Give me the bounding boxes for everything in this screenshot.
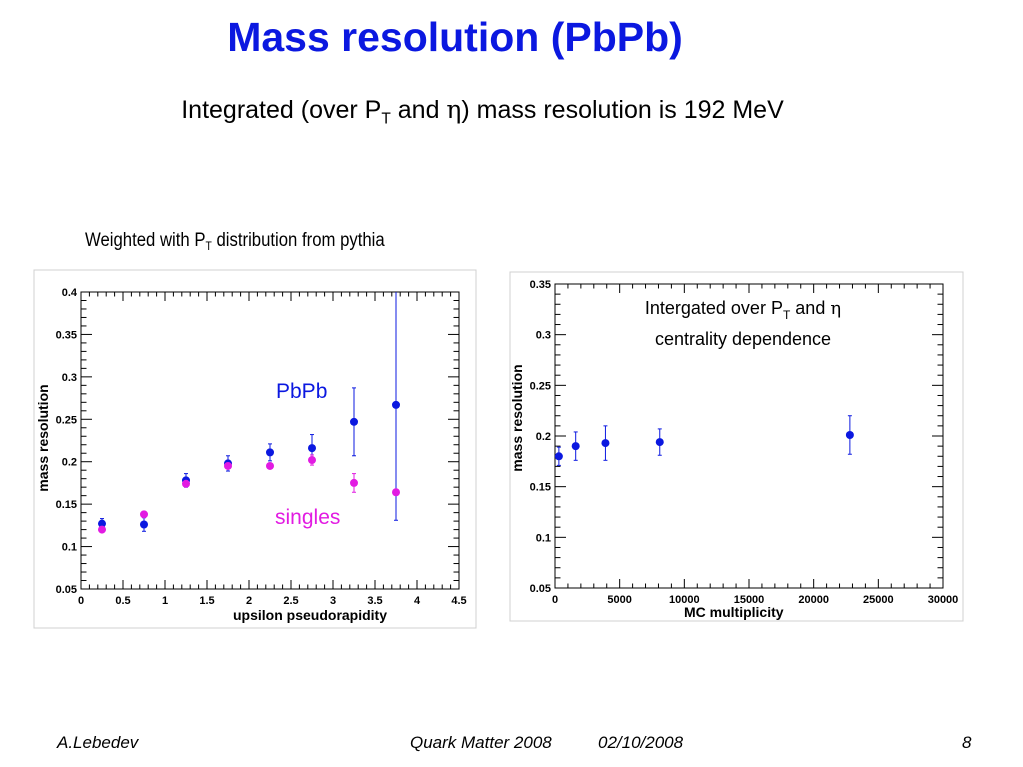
chart-eta-point-series0 bbox=[392, 400, 400, 409]
footer-author: A.Lebedev bbox=[57, 733, 139, 752]
chart-eta-xtick-label: 1 bbox=[162, 595, 168, 607]
chart-eta-ytick-label: 0.3 bbox=[62, 372, 77, 384]
subtitle-subscript: T bbox=[381, 110, 391, 128]
chart-eta-ytick-label: 0.05 bbox=[56, 584, 77, 596]
chart-eta-point-series0 bbox=[350, 417, 358, 426]
footer-date: 02/10/2008 bbox=[598, 733, 684, 752]
subtitle-text-pre: Integrated (over P bbox=[181, 96, 382, 124]
chart-eta-xtick-label: 4 bbox=[414, 595, 421, 607]
subtitle-text-mid: and bbox=[390, 96, 447, 124]
chart-eta-point-series0 bbox=[308, 444, 316, 453]
chart-eta-point-series1 bbox=[266, 461, 274, 470]
slide-title: Mass resolution (PbPb) bbox=[227, 14, 683, 60]
chart1-caption: Weighted with PT distribution from pythi… bbox=[85, 230, 385, 253]
chart1-caption-pre: Weighted with P bbox=[85, 230, 206, 251]
legend-singles: singles bbox=[275, 506, 340, 529]
chart-eta-ytick-label: 0.2 bbox=[62, 457, 77, 469]
footer-page: 8 bbox=[962, 733, 972, 752]
chart-eta-xtick-label: 4.5 bbox=[451, 595, 466, 607]
chart-eta-xtick-label: 2.5 bbox=[283, 595, 298, 607]
footer-conference: Quark Matter 2008 bbox=[410, 733, 552, 752]
chart-eta-xtick-label: 0.5 bbox=[115, 595, 130, 607]
chart-eta-xtick-label: 3 bbox=[330, 595, 336, 607]
chart-eta-xtick-label: 1.5 bbox=[199, 595, 214, 607]
chart-eta-point-series1 bbox=[392, 488, 400, 497]
chart-eta-xtick-label: 0 bbox=[78, 595, 84, 607]
chart-eta-point-series0 bbox=[140, 520, 148, 529]
subtitle-text-post: ) mass resolution is 192 MeV bbox=[461, 96, 784, 124]
chart-eta-point-series1 bbox=[350, 478, 358, 487]
chart-eta-ylabel: mass resolution bbox=[35, 384, 51, 491]
chart-eta-point-series1 bbox=[182, 479, 190, 488]
slide-subtitle: Integrated (over PT and η) mass resoluti… bbox=[0, 95, 965, 128]
chart-eta-xtick-label: 2 bbox=[246, 595, 252, 607]
chart-eta-xtick-label: 3.5 bbox=[367, 595, 382, 607]
chart-eta-xlabel: upsilon pseudorapidity bbox=[233, 607, 387, 623]
subtitle-eta-symbol: η bbox=[446, 95, 462, 124]
chart-eta-canvas bbox=[33, 269, 477, 629]
chart-eta-frame bbox=[80, 291, 460, 590]
legend-pbpb: PbPb bbox=[276, 380, 327, 403]
chart1-caption-subscript: T bbox=[205, 240, 212, 254]
chart-eta-ytick-label: 0.1 bbox=[62, 542, 77, 554]
chart-eta-point-series1 bbox=[308, 456, 316, 465]
chart-eta-point-series1 bbox=[224, 461, 232, 470]
chart-eta-point-series0 bbox=[98, 519, 106, 528]
chart-eta-ytick-label: 0.15 bbox=[56, 499, 77, 511]
chart-eta-point-series1 bbox=[98, 525, 106, 534]
chart-eta-ytick-label: 0.35 bbox=[56, 329, 77, 341]
chart-eta-point-series1 bbox=[140, 510, 148, 519]
chart-eta-ytick-label: 0.25 bbox=[56, 414, 77, 426]
chart-eta-ytick-label: 0.4 bbox=[62, 287, 78, 299]
chart1-caption-post: distribution from pythia bbox=[211, 230, 385, 251]
chart-eta-point-series0 bbox=[266, 448, 274, 457]
